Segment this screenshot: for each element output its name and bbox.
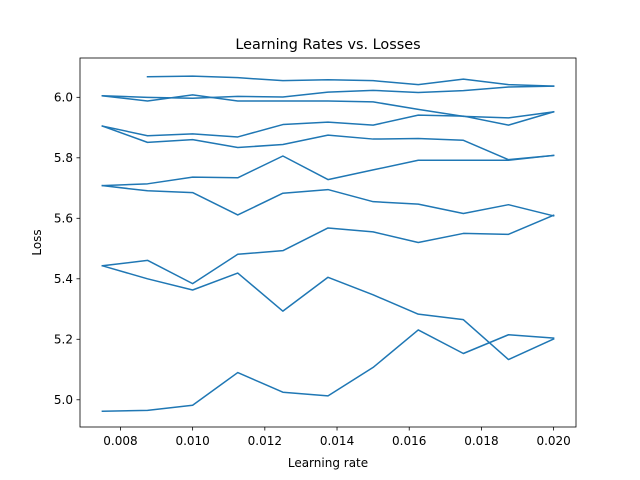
series-line-2 — [101, 94, 555, 119]
series-line-7 — [101, 184, 555, 217]
series-line-1 — [146, 75, 555, 87]
y-tick-label: 5.4 — [54, 272, 73, 286]
plot-area — [79, 57, 577, 428]
y-tick-label: 5.8 — [54, 151, 73, 165]
x-axis: 0.008 0.010 0.012 0.014 0.016 0.018 0.020 — [103, 427, 571, 448]
series-line-9 — [101, 264, 555, 361]
x-tick-label: 0.014 — [320, 434, 354, 448]
x-axis-label: Learning rate — [288, 456, 368, 470]
series-line-5 — [101, 125, 555, 161]
y-tick-label: 5.6 — [54, 212, 73, 226]
x-tick-label: 0.020 — [536, 434, 570, 448]
x-tick-label: 0.010 — [175, 434, 209, 448]
y-tick-label: 5.0 — [54, 393, 73, 407]
y-tick-label: 5.2 — [54, 333, 73, 347]
series-line-10 — [101, 329, 555, 413]
x-tick-label: 0.018 — [464, 434, 498, 448]
x-tick-label: 0.016 — [392, 434, 426, 448]
y-tick-label: 6.0 — [54, 91, 73, 105]
x-tick-label: 0.012 — [248, 434, 282, 448]
y-axis-label: Loss — [30, 229, 44, 255]
series-line-4 — [101, 110, 555, 138]
series-layer — [101, 75, 555, 413]
series-line-8 — [101, 214, 555, 285]
series-line-3 — [101, 85, 555, 99]
plot-frame — [79, 57, 577, 428]
x-tick-label: 0.008 — [103, 434, 137, 448]
series-line-6 — [101, 154, 555, 187]
chart-title: Learning Rates vs. Losses — [235, 37, 420, 53]
y-axis: 5.0 5.2 5.4 5.6 5.8 6.0 — [54, 91, 80, 407]
